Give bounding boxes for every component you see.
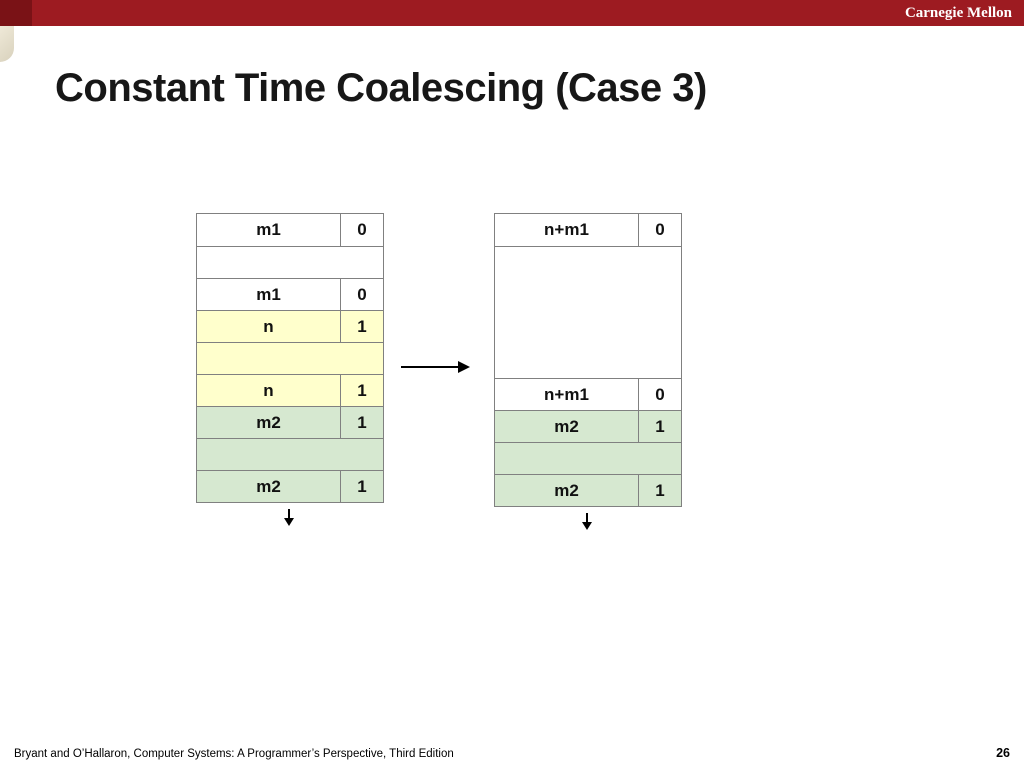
block-size-label: m1 bbox=[256, 220, 281, 239]
m2-payload-row bbox=[197, 438, 383, 470]
slide-title: Constant Time Coalescing (Case 3) bbox=[55, 66, 707, 110]
before-continues-down-arrow-icon bbox=[284, 509, 294, 526]
n-header-row: n 1 bbox=[197, 310, 383, 342]
block-size-label: n bbox=[263, 380, 274, 400]
alloc-bit: 1 bbox=[340, 407, 383, 438]
m2-payload-row bbox=[495, 442, 681, 474]
block-size-label: m2 bbox=[554, 416, 579, 436]
after-continues-down-arrow-icon bbox=[582, 513, 592, 530]
block-size-label: n+m1 bbox=[544, 384, 589, 404]
page-number: 26 bbox=[996, 746, 1010, 760]
alloc-bit: 1 bbox=[638, 475, 681, 506]
block-size-label: n bbox=[263, 316, 274, 336]
m2-header-row: m2 1 bbox=[197, 406, 383, 438]
block-size-label: m2 bbox=[554, 480, 579, 500]
alloc-bit: 0 bbox=[638, 214, 681, 246]
alloc-bit: 0 bbox=[638, 379, 681, 410]
merged-payload-row bbox=[495, 246, 681, 378]
n-payload-row bbox=[197, 342, 383, 374]
header-bar: Carnegie Mellon bbox=[0, 0, 1024, 26]
page-curl-decoration bbox=[0, 26, 14, 62]
header-bar-accent bbox=[0, 0, 32, 26]
after-heap-table: n+m1 0 n+m1 0 m2 1 m2 1 bbox=[494, 213, 682, 507]
m2-footer-row: m2 1 bbox=[495, 474, 681, 506]
alloc-bit: 1 bbox=[340, 471, 383, 502]
alloc-bit: 0 bbox=[340, 214, 383, 246]
alloc-bit: 1 bbox=[638, 411, 681, 442]
alloc-bit: 1 bbox=[340, 375, 383, 406]
alloc-bit: 1 bbox=[340, 311, 383, 342]
alloc-bit: 0 bbox=[340, 279, 383, 310]
merged-footer-row: n+m1 0 bbox=[495, 378, 681, 410]
transform-right-arrow-icon bbox=[401, 361, 470, 373]
block-size-label: n+m1 bbox=[544, 220, 589, 239]
brand-wordmark: Carnegie Mellon bbox=[904, 5, 1012, 21]
m1-payload-row bbox=[197, 246, 383, 278]
m2-footer-row: m2 1 bbox=[197, 470, 383, 502]
block-size-label: m1 bbox=[256, 284, 281, 304]
merged-header-row: n+m1 0 bbox=[495, 214, 681, 246]
m1-header-row: m1 0 bbox=[197, 214, 383, 246]
m1-footer-row: m1 0 bbox=[197, 278, 383, 310]
before-heap-table: m1 0 m1 0 n 1 n 1 m2 1 m2 1 bbox=[196, 213, 384, 503]
block-size-label: m2 bbox=[256, 412, 281, 432]
n-footer-row: n 1 bbox=[197, 374, 383, 406]
m2-header-row: m2 1 bbox=[495, 410, 681, 442]
footer-citation: Bryant and O’Hallaron, Computer Systems:… bbox=[14, 748, 454, 760]
block-size-label: m2 bbox=[256, 476, 281, 496]
